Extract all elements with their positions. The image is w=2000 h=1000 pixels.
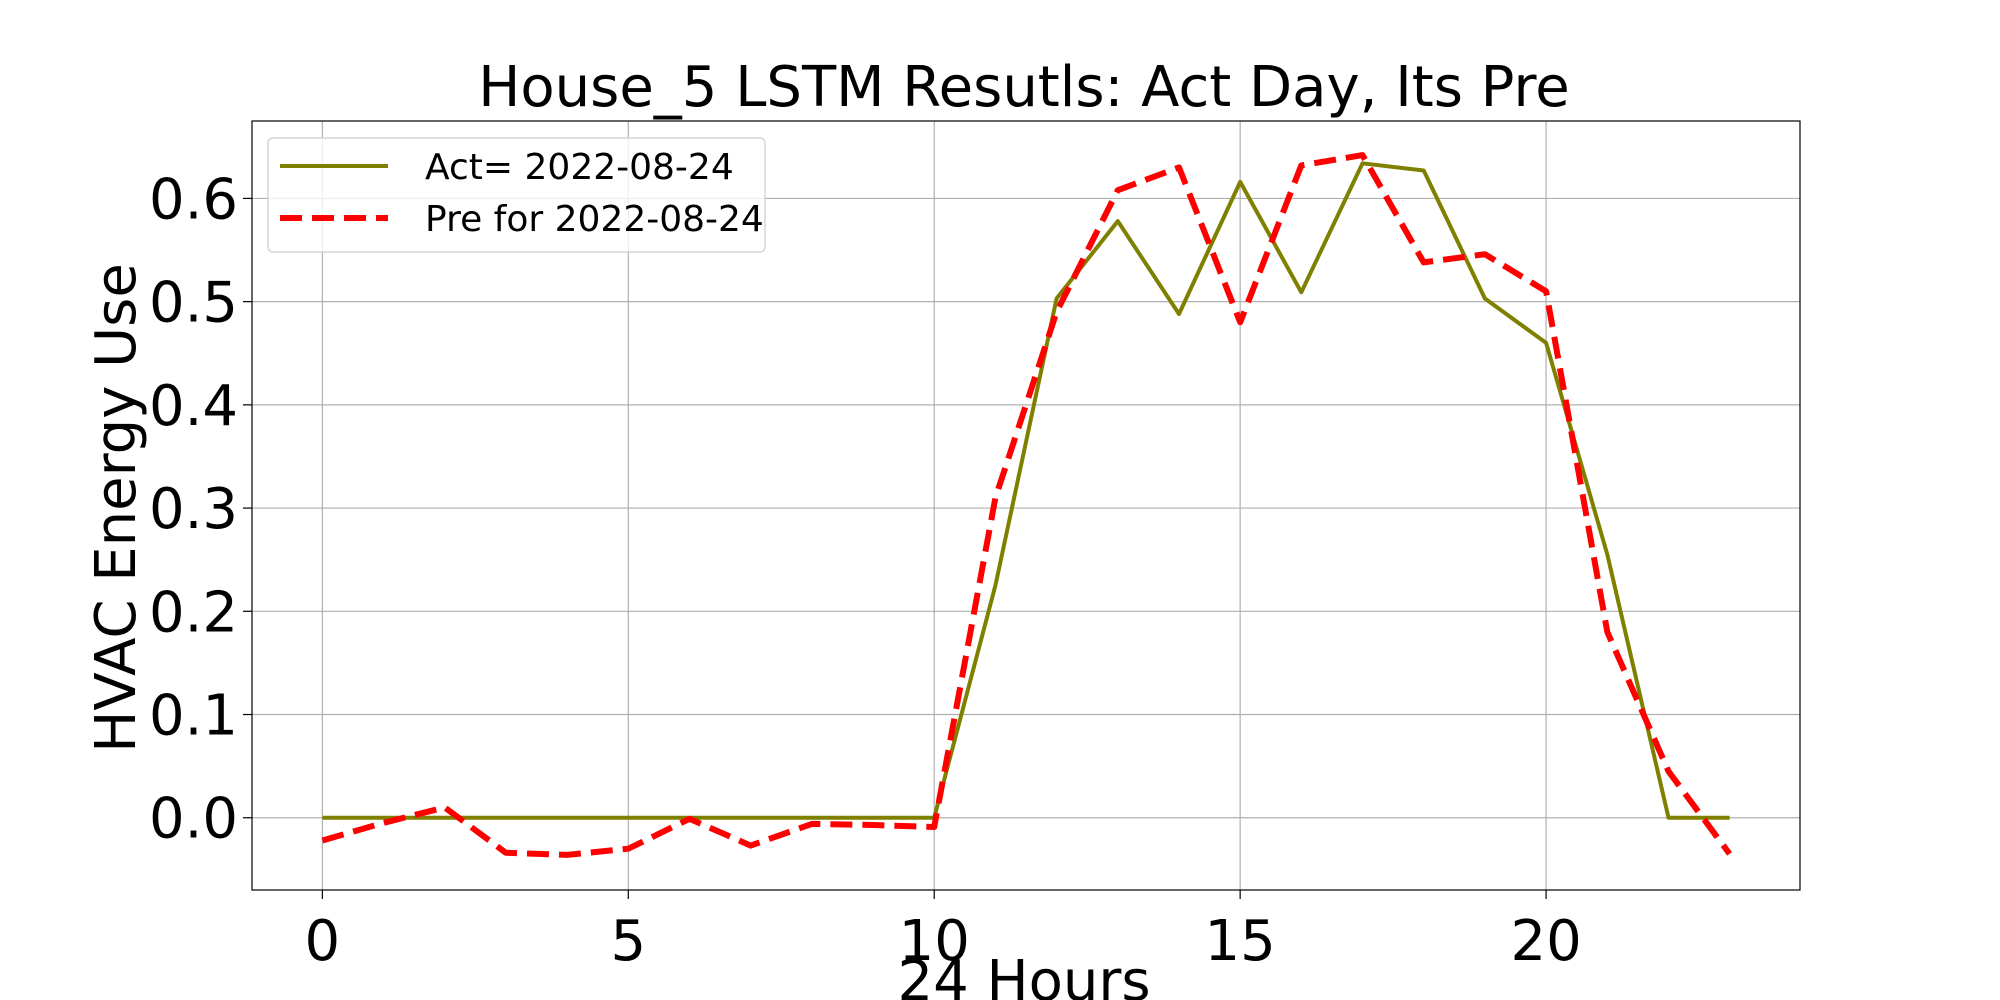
- y-axis-label: HVAC Energy Use: [84, 263, 149, 753]
- chart-title: House_5 LSTM Resutls: Act Day, Its Pre: [478, 55, 1569, 120]
- y-tick-label: 0.6: [149, 167, 238, 232]
- y-tick-label: 0.5: [149, 271, 238, 336]
- y-tick-label: 0.3: [149, 477, 238, 542]
- series-line-actual: [322, 161, 1730, 820]
- x-axis-label: 24 Hours: [897, 949, 1150, 1000]
- y-tick-label: 0.2: [149, 580, 238, 645]
- x-tick-label: 0: [305, 909, 341, 974]
- y-axis-ticks: 0.0 0.1 0.2 0.3 0.4 0.5 0.6: [149, 167, 252, 852]
- y-tick-label: 0.1: [149, 684, 238, 749]
- plot-frame: [251, 120, 1801, 891]
- x-tick-label: 20: [1510, 909, 1581, 974]
- x-tick-label: 10: [899, 909, 970, 974]
- grid: [252, 121, 1800, 890]
- series-lines: [321, 152, 1733, 858]
- legend: Act= 2022-08-24 Pre for 2022-08-24: [267, 137, 766, 253]
- x-tick-label: 5: [610, 909, 646, 974]
- legend-box: [267, 137, 766, 253]
- x-axis-ticks: 0 5 10 15 20: [305, 890, 1582, 974]
- x-tick-label: 15: [1205, 909, 1276, 974]
- legend-label-actual: Act= 2022-08-24: [425, 147, 734, 188]
- y-tick-label: 0.4: [149, 374, 238, 439]
- legend-label-predicted: Pre for 2022-08-24: [425, 199, 764, 240]
- y-tick-label: 0.0: [149, 787, 238, 852]
